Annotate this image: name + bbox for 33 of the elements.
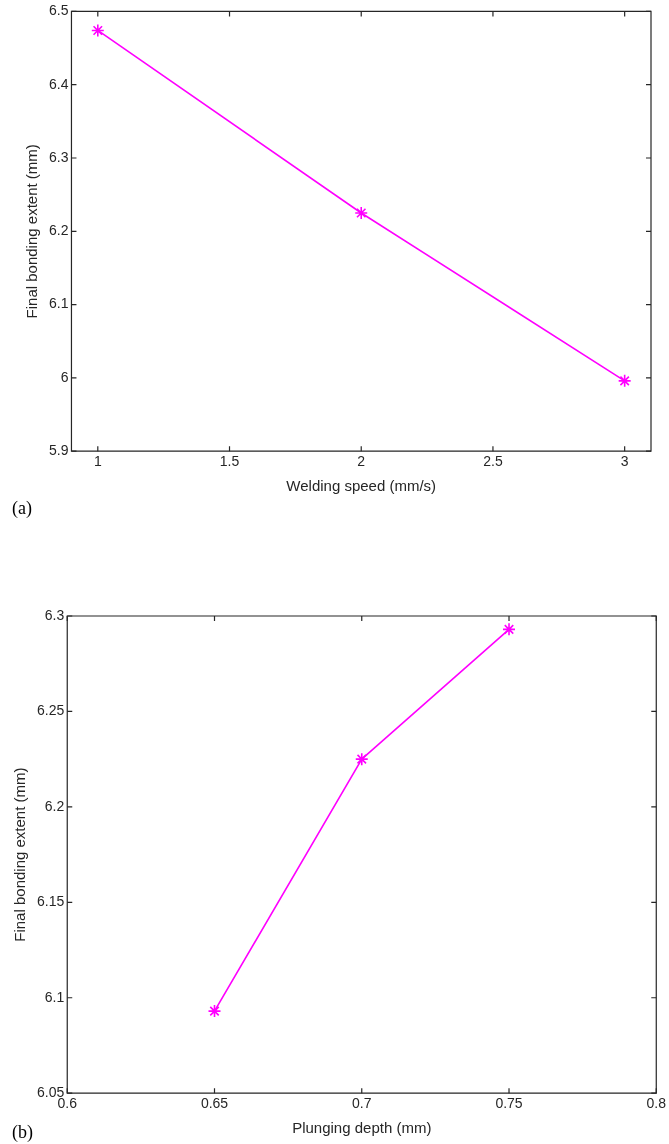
x-tick-label: 2.5 xyxy=(483,453,503,470)
y-tick-label: 6.5 xyxy=(48,2,69,19)
x-tick-label: 2 xyxy=(357,453,366,470)
y-tick-label: 6.1 xyxy=(44,988,65,1005)
x-tick-label: 0.75 xyxy=(495,1095,523,1112)
y-tick-label: 6.15 xyxy=(37,893,65,910)
x-tick-label: 3 xyxy=(620,453,629,470)
x-tick-label: 1.5 xyxy=(219,453,240,470)
y-axis-title: Final bonding extent (mm) xyxy=(11,767,29,942)
text: (a) xyxy=(12,497,32,519)
x-tick-label: 0.65 xyxy=(200,1095,229,1112)
y-tick-label: 6.2 xyxy=(44,797,65,814)
x-tick-label: 0.7 xyxy=(352,1095,372,1112)
y-tick-label: 5.9 xyxy=(48,442,69,459)
y-axis-title: Final bonding extent (mm) xyxy=(23,144,41,319)
y-tick-label: 6.25 xyxy=(37,702,65,719)
y-tick-label: 6 xyxy=(60,368,69,385)
point xyxy=(207,1004,222,1018)
y-tick-label: 6.4 xyxy=(48,75,69,92)
point xyxy=(354,752,369,766)
x-tick-label: 1 xyxy=(93,453,102,470)
y-tick-label: 6.3 xyxy=(48,148,69,165)
y-tick-label: 6.2 xyxy=(48,222,69,239)
x-axis-title: Plunging depth (mm) xyxy=(292,1119,432,1137)
point xyxy=(91,23,105,38)
x-tick-label: 0.8 xyxy=(646,1095,667,1112)
point xyxy=(617,374,632,388)
y-tick-label: 6.1 xyxy=(48,295,69,312)
y-tick-label: 6.3 xyxy=(44,606,65,623)
x-axis-title: Welding speed (mm/s) xyxy=(286,477,437,495)
point xyxy=(502,622,516,637)
point xyxy=(354,206,369,220)
text: (b) xyxy=(12,1121,33,1143)
